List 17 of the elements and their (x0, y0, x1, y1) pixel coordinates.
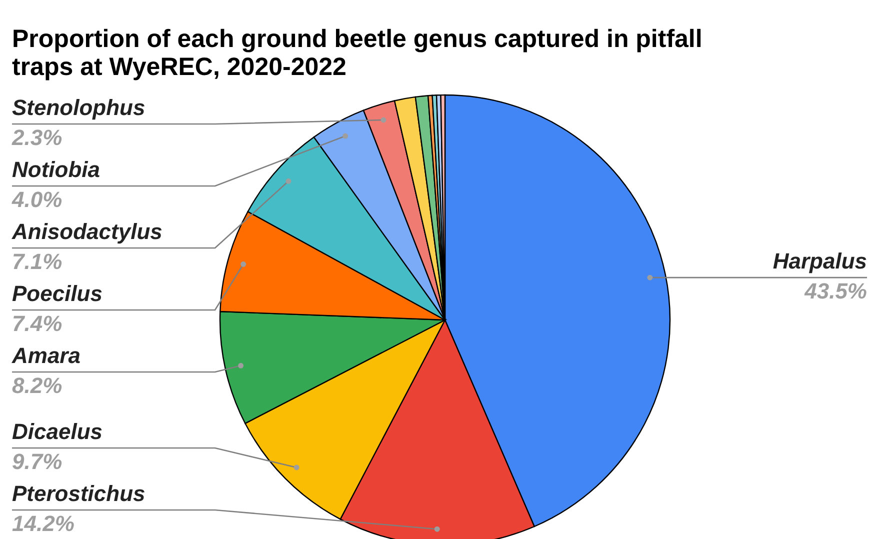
data-label: 7.4% (12, 311, 62, 336)
slice-label: Amara (11, 343, 80, 368)
slice-label: Stenolophus (12, 95, 146, 120)
data-label: 43.5% (804, 278, 867, 304)
data-label: 14.2% (12, 511, 74, 536)
slice-label: Harpalus (772, 248, 867, 274)
data-label: 7.1% (12, 249, 62, 274)
slice-label: Anisodactylus (11, 219, 162, 244)
data-label: 8.2% (12, 373, 62, 398)
data-label: 4.0% (11, 187, 62, 212)
data-label: 2.3% (11, 125, 62, 150)
slice-label: Poecilus (12, 281, 102, 306)
slice-label: Notiobia (12, 157, 100, 182)
slice-label: Dicaelus (12, 419, 102, 444)
data-label: 9.7% (12, 449, 62, 474)
slice-label: Pterostichus (12, 481, 146, 506)
chart-title: Proportion of each ground beetle genus captured in pitfall traps at WyeREC, 2020-2022 (12, 25, 702, 81)
